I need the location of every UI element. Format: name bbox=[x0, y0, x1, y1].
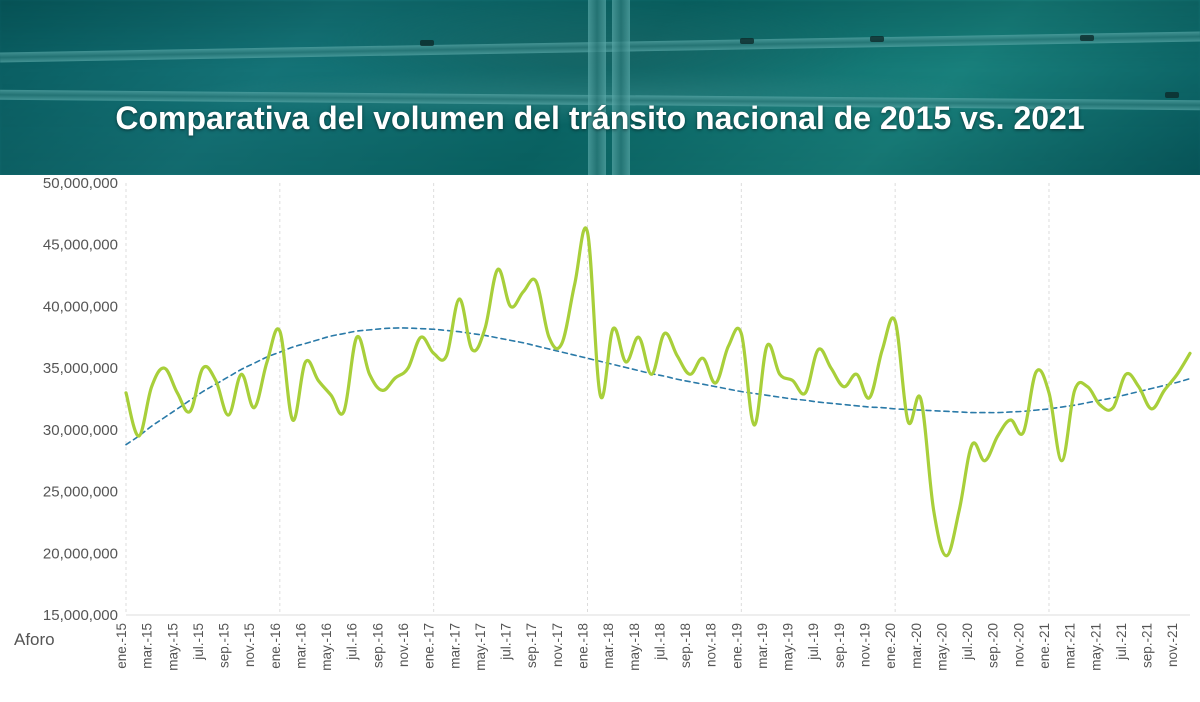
x-tick-label: ene.-19 bbox=[729, 623, 744, 669]
x-tick-label: jul.-15 bbox=[191, 623, 206, 661]
x-tick-label: ene.-20 bbox=[883, 623, 898, 669]
y-tick-label: 45,000,000 bbox=[43, 237, 118, 254]
x-tick-label: mar.-17 bbox=[447, 623, 462, 669]
x-tick-label: ene.-18 bbox=[575, 623, 590, 669]
x-tick-label: sep.-15 bbox=[217, 623, 232, 668]
x-tick-label: mar.-21 bbox=[1063, 623, 1078, 669]
x-tick-label: mar.-16 bbox=[293, 623, 308, 669]
y-tick-label: 30,000,000 bbox=[43, 422, 118, 439]
x-tick-label: nov.-20 bbox=[1011, 623, 1026, 667]
x-tick-label: mar.-18 bbox=[601, 623, 616, 669]
y-tick-label: 25,000,000 bbox=[43, 484, 118, 501]
x-tick-label: sep.-21 bbox=[1140, 623, 1155, 668]
x-tick-label: jul.-16 bbox=[345, 623, 360, 661]
x-tick-label: ene.-16 bbox=[268, 623, 283, 669]
x-tick-label: jul.-18 bbox=[652, 623, 667, 661]
x-tick-label: ene.-15 bbox=[114, 623, 129, 669]
x-tick-label: nov.-21 bbox=[1165, 623, 1180, 667]
chart-title: Comparativa del volumen del tránsito nac… bbox=[0, 100, 1200, 137]
x-tick-label: jul.-20 bbox=[960, 623, 975, 661]
header-decor-car bbox=[1080, 35, 1094, 41]
header-decor-car bbox=[420, 40, 434, 46]
x-tick-label: nov.-16 bbox=[396, 623, 411, 667]
y-tick-label: 35,000,000 bbox=[43, 360, 118, 377]
x-tick-label: sep.-16 bbox=[370, 623, 385, 668]
header-decor-car bbox=[1165, 92, 1179, 98]
chart-plot-area: 15,000,000 20,000,000 25,000,000 30,000,000… bbox=[0, 175, 1200, 702]
x-tick-label: ene.-21 bbox=[1037, 623, 1052, 669]
x-tick-label: jul.-17 bbox=[499, 623, 514, 661]
x-tick-label: may.-20 bbox=[934, 623, 949, 671]
header-decor-car bbox=[740, 38, 754, 44]
y-axis-label: Aforo bbox=[14, 630, 55, 649]
x-tick-label: sep.-20 bbox=[986, 623, 1001, 668]
x-tick-label: jul.-19 bbox=[806, 623, 821, 661]
x-tick-label: may.-21 bbox=[1088, 623, 1103, 671]
x-tick-label: sep.-18 bbox=[678, 623, 693, 668]
x-tick-label: may.-19 bbox=[781, 623, 796, 671]
chart-svg: 15,000,000 20,000,000 25,000,000 30,000,000… bbox=[0, 175, 1200, 702]
x-tick-label: mar.-15 bbox=[140, 623, 155, 669]
header-decor-road bbox=[588, 0, 606, 175]
x-tick-label: mar.-20 bbox=[909, 623, 924, 669]
x-tick-label: nov.-17 bbox=[550, 623, 565, 667]
x-tick-label: may.-15 bbox=[165, 623, 180, 671]
x-tick-label: nov.-19 bbox=[858, 623, 873, 667]
x-tick-label: jul.-21 bbox=[1114, 623, 1129, 661]
actual-line bbox=[126, 228, 1190, 556]
y-tick-label: 40,000,000 bbox=[43, 298, 118, 315]
header-decor-road bbox=[612, 0, 630, 175]
x-tick-label: nov.-15 bbox=[242, 623, 257, 667]
x-tick-label: sep.-17 bbox=[524, 623, 539, 668]
x-tick-label: may.-18 bbox=[627, 623, 642, 671]
x-tick-label: ene.-17 bbox=[422, 623, 437, 669]
x-tick-label: sep.-19 bbox=[832, 623, 847, 668]
x-tick-label: may.-17 bbox=[473, 623, 488, 671]
y-tick-label: 50,000,000 bbox=[43, 175, 118, 192]
header-decor-car bbox=[870, 36, 884, 42]
y-tick-label: 15,000,000 bbox=[43, 607, 118, 624]
x-tick-label: may.-16 bbox=[319, 623, 334, 671]
x-tick-label: nov.-18 bbox=[704, 623, 719, 667]
x-tick-label: mar.-19 bbox=[755, 623, 770, 669]
y-tick-label: 20,000,000 bbox=[43, 545, 118, 562]
chart-header: Comparativa del volumen del tránsito nac… bbox=[0, 0, 1200, 175]
